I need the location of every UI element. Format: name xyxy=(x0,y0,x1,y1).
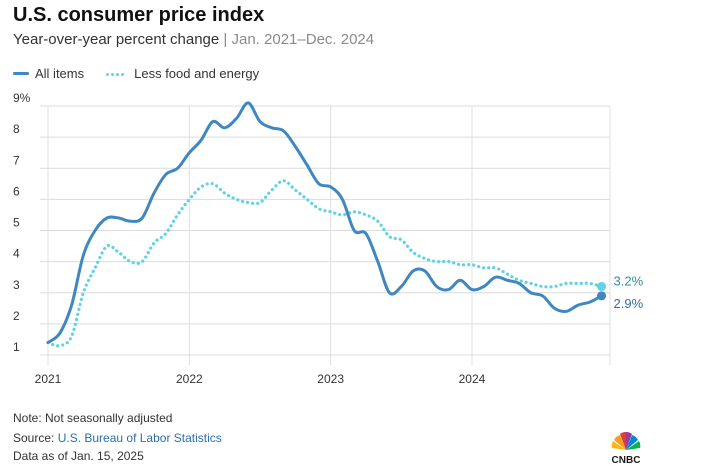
x-tick-label: 2024 xyxy=(459,372,486,386)
end-label-all-items: 2.9% xyxy=(614,296,644,311)
line-chart: 1 2 3 4 5 6 7 8 9% 2021 2022 2023 2024 3.2% 2.9% xyxy=(13,91,644,386)
legend-swatch-dotted xyxy=(106,66,126,81)
y-tick-label: 5 xyxy=(13,216,20,230)
end-label-less-food-and-energy: 3.2% xyxy=(614,274,644,289)
subtitle-main: Year-over-year percent change xyxy=(13,31,220,48)
x-tick-label: 2021 xyxy=(35,372,62,386)
cnbc-peacock-logo: CNBC xyxy=(612,431,641,466)
chart-legend: All items Less food and energy xyxy=(13,66,281,81)
data-as-of: Data as of Jan. 15, 2025 xyxy=(13,449,144,463)
series-line-less-food-and-energy xyxy=(46,179,604,348)
legend-item-all-items: All items xyxy=(13,66,84,81)
y-tick-label: 1 xyxy=(13,340,20,354)
source-link[interactable]: U.S. Bureau of Labor Statistics xyxy=(57,431,222,445)
end-marker-less-food-and-energy xyxy=(597,282,607,292)
y-tick-label: 8 xyxy=(13,122,20,136)
y-tick-label: 4 xyxy=(13,247,20,261)
legend-swatch-solid xyxy=(13,72,29,75)
legend-item-core: Less food and energy xyxy=(106,66,259,81)
y-tick-label: 2 xyxy=(13,309,20,323)
series-line-all-items xyxy=(46,101,603,345)
subtitle-date-range: Jan. 2021–Dec. 2024 xyxy=(231,31,375,48)
y-tick-label: 3 xyxy=(13,278,20,292)
legend-label-core: Less food and energy xyxy=(134,66,260,81)
chart-title: U.S. consumer price index xyxy=(13,4,265,26)
logo-text: CNBC xyxy=(612,455,641,466)
y-tick-label: 9% xyxy=(13,91,31,105)
y-tick-label: 6 xyxy=(13,184,20,198)
source-prefix: Source: xyxy=(13,431,58,445)
legend-label-all-items: All items xyxy=(35,66,85,81)
subtitle-separator: | xyxy=(223,31,228,48)
chart-subtitle: Year-over-year percent change | Jan. 202… xyxy=(13,31,374,48)
x-tick-label: 2023 xyxy=(317,372,344,386)
end-marker-all-items xyxy=(597,291,607,301)
footnote: Note: Not seasonally adjusted xyxy=(13,411,173,425)
source-line: Source: U.S. Bureau of Labor Statistics xyxy=(13,431,222,445)
x-tick-label: 2022 xyxy=(176,372,203,386)
y-tick-label: 7 xyxy=(13,153,20,167)
